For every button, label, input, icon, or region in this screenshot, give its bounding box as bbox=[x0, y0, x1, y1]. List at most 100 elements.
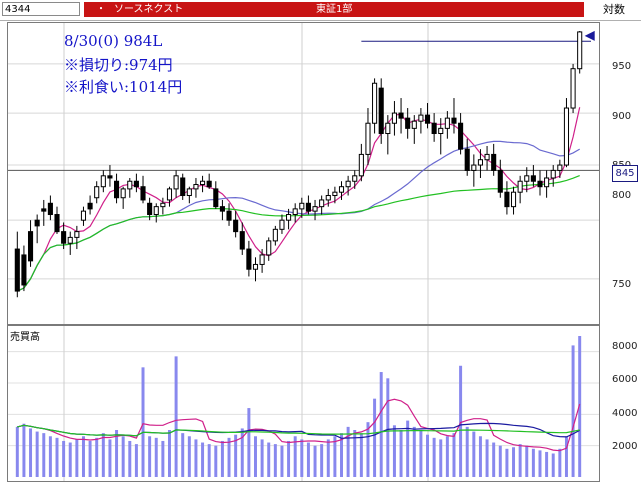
candle-down bbox=[14, 248, 20, 292]
price-tick-950: 950 bbox=[612, 61, 632, 72]
volume-bar bbox=[498, 445, 502, 477]
candle-up bbox=[120, 188, 126, 199]
volume-bar bbox=[167, 430, 171, 477]
candle-down bbox=[405, 117, 411, 129]
candle-up bbox=[438, 127, 444, 135]
market-name: 東証1部 bbox=[316, 4, 353, 15]
candle-down bbox=[114, 180, 120, 199]
volume-bar bbox=[42, 433, 46, 477]
volume-bar bbox=[134, 444, 138, 477]
volume-bar bbox=[551, 453, 555, 477]
volume-bar bbox=[432, 437, 436, 477]
volume-bar bbox=[128, 440, 132, 477]
volume-bar bbox=[412, 426, 416, 477]
volume-bar bbox=[472, 431, 476, 477]
candle-up bbox=[544, 177, 550, 188]
candle-down bbox=[504, 191, 510, 208]
candle-up bbox=[160, 202, 166, 208]
volume-tick-8000: 8000 bbox=[612, 341, 638, 352]
volume-bar bbox=[280, 445, 284, 477]
annotation-stop-loss: ※損切り:974円 bbox=[64, 56, 173, 74]
volume-average-line bbox=[17, 424, 580, 437]
stock-name-bar[interactable]: ・ ソースネクスト 東証1部 bbox=[84, 2, 584, 17]
candle-down bbox=[398, 112, 404, 119]
volume-bar bbox=[247, 408, 251, 477]
candle-up bbox=[550, 169, 556, 179]
volume-bar bbox=[525, 445, 529, 477]
volume-bar bbox=[293, 436, 297, 477]
candle-down bbox=[87, 202, 93, 210]
candle-down bbox=[451, 117, 457, 124]
candle-up bbox=[299, 202, 305, 210]
volume-bar bbox=[194, 439, 198, 477]
volume-bar bbox=[485, 439, 489, 477]
moving-average-line bbox=[17, 175, 580, 292]
price-panel[interactable] bbox=[7, 22, 600, 325]
candle-up bbox=[153, 206, 159, 216]
volume-bar bbox=[187, 436, 191, 477]
volume-bar bbox=[452, 433, 456, 477]
candle-down bbox=[233, 219, 239, 233]
scale-mode-label[interactable]: 対数 bbox=[603, 3, 625, 16]
volume-bar bbox=[353, 430, 357, 477]
volume-bar bbox=[227, 437, 231, 477]
candle-up bbox=[345, 180, 351, 188]
candle-down bbox=[54, 214, 60, 233]
volume-bar bbox=[531, 448, 535, 477]
volume-tick-4000: 4000 bbox=[612, 408, 638, 419]
candle-up bbox=[372, 82, 378, 124]
candle-up bbox=[517, 180, 523, 193]
candle-down bbox=[226, 210, 232, 221]
volume-panel[interactable] bbox=[7, 325, 600, 482]
volume-bar bbox=[260, 439, 264, 477]
volume-bar bbox=[115, 430, 119, 477]
volume-bar bbox=[234, 434, 238, 477]
candle-up bbox=[563, 107, 570, 166]
candle-up bbox=[484, 153, 490, 161]
candle-down bbox=[246, 248, 252, 270]
volume-bar bbox=[426, 434, 430, 477]
candle-up bbox=[166, 188, 173, 201]
volume-bar bbox=[240, 428, 244, 477]
volume-bar bbox=[267, 442, 271, 477]
volume-bar bbox=[81, 436, 85, 477]
candle-down bbox=[491, 153, 497, 171]
volume-bar bbox=[141, 367, 145, 477]
volume-bar bbox=[340, 433, 343, 477]
volume-bar bbox=[254, 436, 257, 477]
stock-code-field[interactable]: 4344 bbox=[2, 2, 80, 16]
candle-up bbox=[193, 184, 199, 190]
candle-up bbox=[385, 122, 391, 135]
candle-down bbox=[206, 180, 212, 188]
candle-up bbox=[74, 231, 80, 238]
volume-bar bbox=[492, 442, 496, 477]
volume-bar bbox=[101, 433, 105, 477]
candle-down bbox=[133, 180, 139, 188]
candle-up bbox=[477, 159, 483, 166]
candle-down bbox=[47, 202, 53, 216]
volume-bar bbox=[571, 345, 575, 477]
volume-bar bbox=[478, 436, 482, 477]
volume-bar bbox=[333, 436, 337, 477]
candle-up bbox=[411, 120, 417, 129]
volume-title: 売買高 bbox=[10, 332, 40, 343]
volume-bar bbox=[15, 426, 19, 477]
volume-bar bbox=[320, 444, 324, 477]
volume-bar bbox=[313, 445, 317, 477]
volume-bar bbox=[62, 440, 66, 477]
stock-name: ソースネクスト bbox=[114, 4, 184, 15]
moving-average-line bbox=[17, 107, 581, 292]
volume-bar bbox=[29, 428, 33, 477]
volume-bar bbox=[445, 436, 449, 477]
candle-up bbox=[186, 188, 192, 197]
candle-down bbox=[305, 202, 311, 212]
volume-bar bbox=[326, 439, 330, 477]
volume-bar bbox=[366, 422, 370, 477]
candle-up bbox=[312, 206, 318, 212]
candle-down bbox=[497, 169, 503, 193]
volume-bar bbox=[359, 433, 363, 477]
candle-up bbox=[471, 164, 477, 171]
candle-up bbox=[338, 186, 345, 193]
price-tick-750: 750 bbox=[612, 279, 632, 290]
volume-bar bbox=[88, 440, 92, 477]
